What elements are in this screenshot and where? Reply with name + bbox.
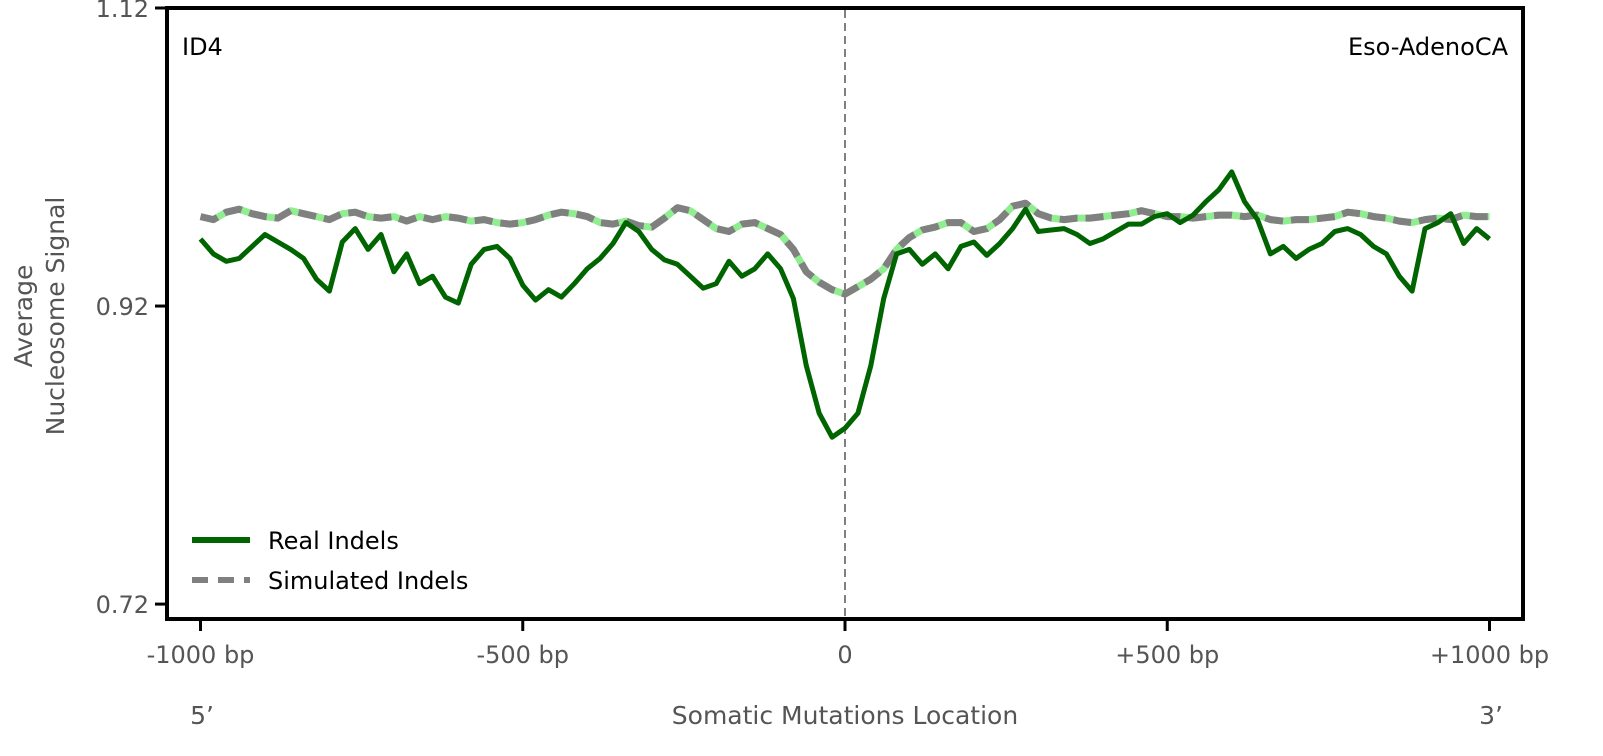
legend-label-simulated-indels: Simulated Indels bbox=[268, 567, 468, 595]
x-tick-label: -1000 bp bbox=[147, 641, 255, 669]
real-indels-line bbox=[198, 169, 1492, 440]
cancer-type-label: Eso-AdenoCA bbox=[1348, 33, 1509, 61]
legend: Real Indels Simulated Indels bbox=[192, 527, 468, 595]
y-tick-label: 0.72 bbox=[96, 591, 149, 619]
y-axis: 0.72 0.92 1.12 bbox=[96, 0, 167, 619]
x-tick-label: 0 bbox=[837, 641, 852, 669]
y-tick-label: 0.92 bbox=[96, 293, 149, 321]
y-tick-label: 1.12 bbox=[96, 0, 149, 23]
simulated-indels-line bbox=[199, 199, 1490, 298]
five-prime-label: 5’ bbox=[190, 701, 214, 730]
x-axis-label: Somatic Mutations Location bbox=[672, 701, 1018, 730]
y-axis-label: Average Nucleosome Signal bbox=[9, 197, 70, 436]
y-axis-label-line-1: Average bbox=[9, 265, 38, 368]
y-axis-label-line-2: Nucleosome Signal bbox=[41, 197, 70, 436]
x-tick-label: +500 bp bbox=[1115, 641, 1219, 669]
panel-label: ID4 bbox=[182, 33, 223, 61]
series-layer bbox=[198, 169, 1492, 440]
x-axis: -1000 bp -500 bp 0 +500 bp +1000 bp bbox=[147, 619, 1549, 669]
legend-label-real-indels: Real Indels bbox=[268, 527, 399, 555]
x-tick-label: +1000 bp bbox=[1430, 641, 1549, 669]
x-tick-label: -500 bp bbox=[476, 641, 569, 669]
three-prime-label: 3’ bbox=[1479, 701, 1503, 730]
